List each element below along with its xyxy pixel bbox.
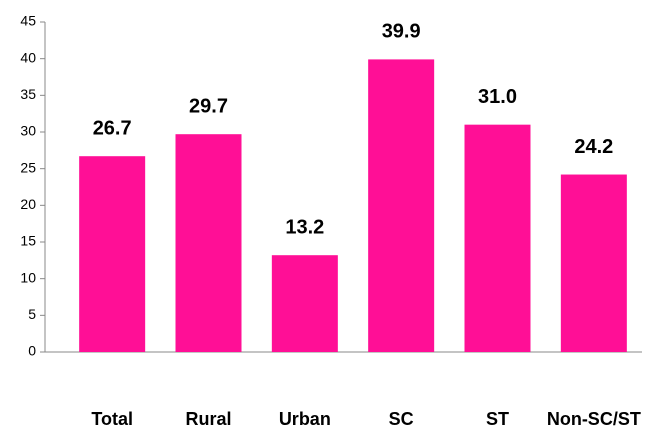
bar [560,174,627,352]
x-tick-label: Urban [279,409,331,429]
x-tick-label: ST [486,409,509,429]
y-tick-label: 10 [20,269,36,285]
x-tick-label: Non-SC/ST [547,409,641,429]
y-tick-label: 35 [20,86,36,102]
y-tick-label: 20 [20,196,36,212]
bar [271,255,338,352]
bar [175,134,242,352]
y-tick-label: 15 [20,233,36,249]
value-label: 31.0 [478,86,517,108]
y-tick-label: 45 [20,13,36,29]
bar [464,124,531,353]
value-label: 13.2 [285,216,324,238]
value-label: 39.9 [382,21,421,43]
y-tick-label: 40 [20,49,36,65]
y-tick-label: 25 [20,159,36,175]
y-tick-label: 5 [28,306,36,322]
value-label: 26.7 [93,117,132,139]
value-label: 29.7 [189,95,228,117]
bar [79,156,146,352]
x-tick-label: Rural [185,409,231,429]
x-tick-label: Total [91,409,133,429]
bar [368,59,435,353]
y-tick-label: 0 [28,343,36,359]
value-label: 24.2 [574,136,613,158]
y-tick-label: 30 [20,123,36,139]
x-tick-label: SC [389,409,414,429]
